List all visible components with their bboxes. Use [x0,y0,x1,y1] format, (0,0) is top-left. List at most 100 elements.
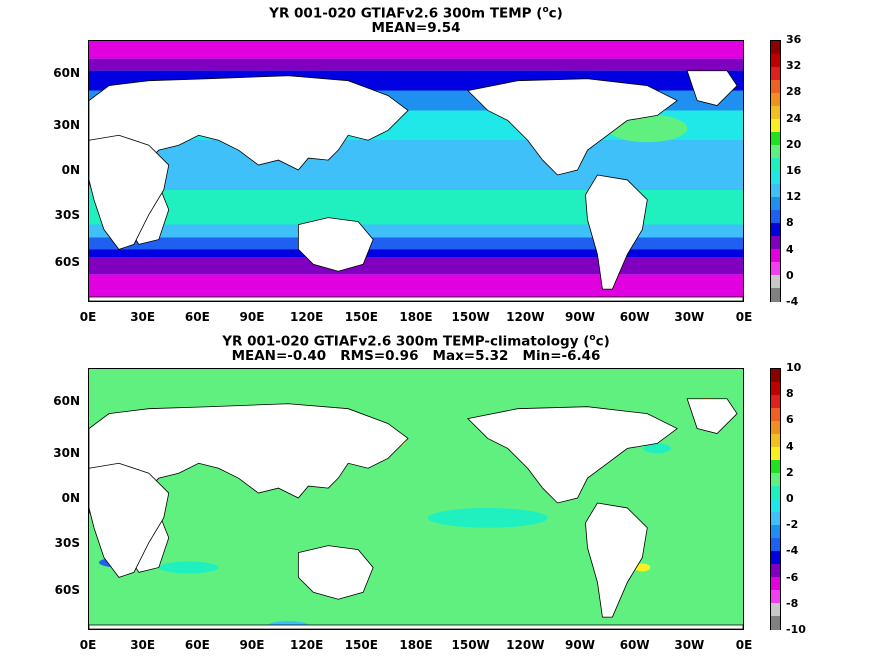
land-mass [89,296,743,301]
lon-tick-label: 180E [399,638,433,652]
anomaly-feature [634,563,651,572]
lon-tick-label: 60W [619,638,650,652]
lon-tick-label: 90W [565,310,595,324]
colorbar-label: 2 [786,465,794,479]
colorbar-segment [771,486,780,500]
panel1-title: YR 001-020 GTIAFv2.6 300m TEMP (oc) [88,2,744,22]
panel1-map [88,40,744,302]
colorbar-segment [771,119,780,133]
colorbar-segment [771,564,780,578]
colorbar-segment [771,184,780,198]
colorbar-segment [771,145,780,159]
lon-tick-label: 0E [79,638,97,652]
map-svg [89,41,743,301]
colorbar-segment [771,525,780,539]
colorbar-segment [771,132,780,146]
colorbar-label: 10 [786,361,802,374]
colorbar-segment [771,512,780,526]
colorbar-label: 32 [786,59,802,73]
lat-tick-label: 30N [53,446,80,461]
lon-tick-label: 150W [451,310,490,324]
lon-tick-label: 120W [506,310,545,324]
temp-band [89,249,743,258]
colorbar-segment [771,223,780,237]
colorbar-segment [771,603,780,617]
panel1-title-sup: o [542,5,549,15]
land-mass [89,403,409,573]
colorbar-label: 4 [786,439,794,453]
colorbar-label: 0 [786,492,794,505]
colorbar-label: 12 [786,190,802,204]
colorbar-segment [771,551,780,565]
colorbar-label: 24 [786,111,802,125]
colorbar-segment [771,473,780,487]
panel2-title-sup: o [589,333,596,343]
colorbar-segment [771,158,780,172]
lon-tick-label: 0E [79,310,97,324]
colorbar-label: -4 [786,295,799,308]
lon-tick-label: 60W [619,310,650,324]
anomaly-feature [427,507,548,528]
colorbar-segment [771,447,780,461]
panel1-title-text: YR 001-020 GTIAFv2.6 300m TEMP ( [269,5,543,22]
lon-tick-label: 30W [674,638,705,652]
colorbar-segment [771,236,780,250]
panel2-colorbar [770,368,781,630]
colorbar-label: 36 [786,33,802,46]
colorbar-segment [771,275,780,289]
land-mass [89,462,170,578]
lon-tick-label: 30W [674,310,705,324]
colorbar-segment [771,538,780,552]
lat-tick-label: 30N [53,118,80,133]
panel1-colorbar [770,40,781,302]
panel2-map [88,368,744,630]
colorbar-segment [771,41,780,55]
colorbar-label: 28 [786,85,802,99]
colorbar-segment [771,80,780,94]
colorbar-segment [771,262,780,276]
colorbar-label: 6 [786,413,794,427]
lon-tick-label: 120W [506,638,545,652]
colorbar-segment [771,395,780,409]
lat-tick-label: 30S [54,207,80,222]
temp-band [89,224,743,238]
lat-tick-label: 0N [61,491,80,505]
temp-band [89,237,743,250]
colorbar-segment [771,210,780,224]
colorbar-label: -10 [786,623,806,636]
colorbar-segment [771,434,780,448]
lon-tick-label: 30E [130,638,156,652]
temp-band [89,274,743,301]
land-mass [585,174,648,290]
colorbar-label: 4 [786,242,794,256]
colorbar-segment [771,421,780,435]
colorbar-segment [771,577,780,591]
panel2-title-text: YR 001-020 GTIAFv2.6 300m TEMP-climatolo… [222,333,590,350]
lon-tick-label: 0E [735,638,753,652]
colorbar-segment [771,460,780,474]
lon-tick-label: 60E [184,638,210,652]
anomaly-feature [643,443,672,454]
colorbar-label: 20 [786,137,802,151]
land-mass [89,134,170,250]
lat-tick-label: 60S [54,254,80,269]
colorbar-label: 8 [786,387,794,401]
colorbar-segment [771,382,780,396]
lon-tick-label: 90E [239,638,265,652]
colorbar-segment [771,408,780,422]
temp-band [89,58,743,71]
colorbar-segment [771,499,780,513]
panel2-subtitle: MEAN=-0.40 RMS=0.96 Max=5.32 Min=-6.46 [231,348,601,364]
panel1-subtitle: MEAN=9.54 [371,20,461,36]
lon-tick-label: 180E [399,310,433,324]
land-mass [297,217,374,272]
land-mass [467,406,678,504]
colorbar-label: -4 [786,544,799,558]
land-mass [686,398,738,434]
map-svg [89,369,743,629]
lon-tick-label: 60E [184,310,210,324]
colorbar-segment [771,106,780,120]
colorbar-label: -2 [786,518,799,532]
colorbar-segment [771,67,780,81]
lat-tick-label: 60N [53,394,80,409]
